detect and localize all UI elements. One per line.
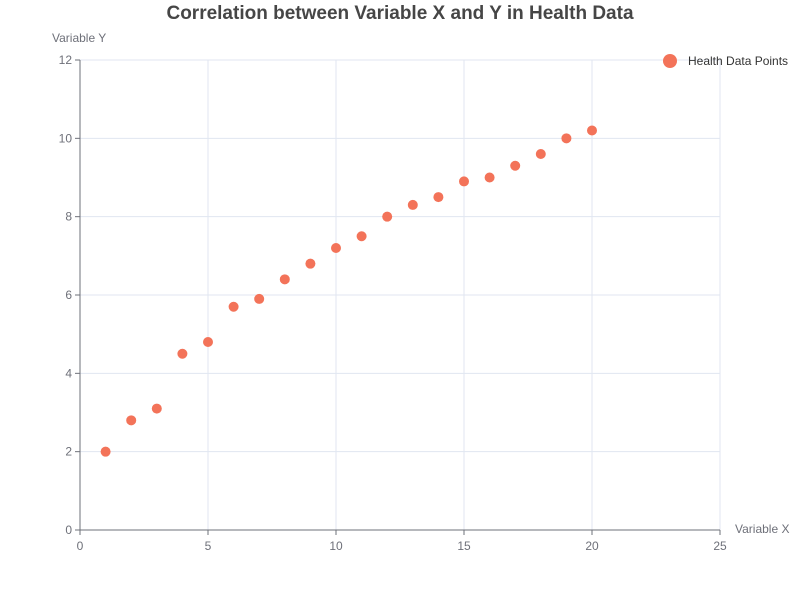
x-tick-label: 10 [329,539,343,553]
axes [75,59,721,535]
y-tick-label: 10 [59,131,73,145]
y-axis-label: Variable Y [52,31,106,45]
x-tick-label: 0 [77,539,84,553]
data-point[interactable] [126,415,137,426]
data-point[interactable] [331,243,341,253]
data-point[interactable] [177,348,188,359]
data-point[interactable] [407,199,418,210]
y-tick-label: 12 [59,53,73,67]
data-point[interactable] [561,133,572,144]
legend[interactable]: Health Data Points [663,54,788,68]
data-point[interactable] [484,172,495,183]
y-tick-label: 0 [65,523,72,537]
data-point[interactable] [587,125,597,136]
data-points [100,125,597,457]
x-tick-label: 15 [457,539,471,553]
grid [80,59,721,530]
data-point[interactable] [151,403,162,414]
data-point[interactable] [228,301,239,312]
data-point[interactable] [254,293,265,304]
chart-title: Correlation between Variable X and Y in … [166,3,633,24]
data-point[interactable] [203,337,213,347]
x-tick-label: 20 [585,539,599,553]
data-point[interactable] [305,258,316,269]
x-axis-label: Variable X [735,522,789,536]
data-point[interactable] [433,192,444,203]
tick-labels: 0 2 4 6 8 10 12 0 5 10 15 20 25 [59,53,727,553]
data-point[interactable] [510,160,521,171]
x-tick-label: 25 [713,539,727,553]
x-tick-label: 5 [205,539,212,553]
data-point[interactable] [535,149,546,159]
data-point[interactable] [356,231,367,242]
legend-marker [663,54,677,68]
y-tick-label: 4 [65,366,72,380]
data-point[interactable] [382,211,393,222]
data-point[interactable] [100,446,111,457]
y-tick-label: 2 [65,445,72,459]
data-point[interactable] [279,274,290,285]
y-tick-label: 8 [65,210,72,224]
y-tick-label: 6 [65,288,72,302]
legend-label: Health Data Points [688,54,788,68]
data-point[interactable] [459,176,469,187]
